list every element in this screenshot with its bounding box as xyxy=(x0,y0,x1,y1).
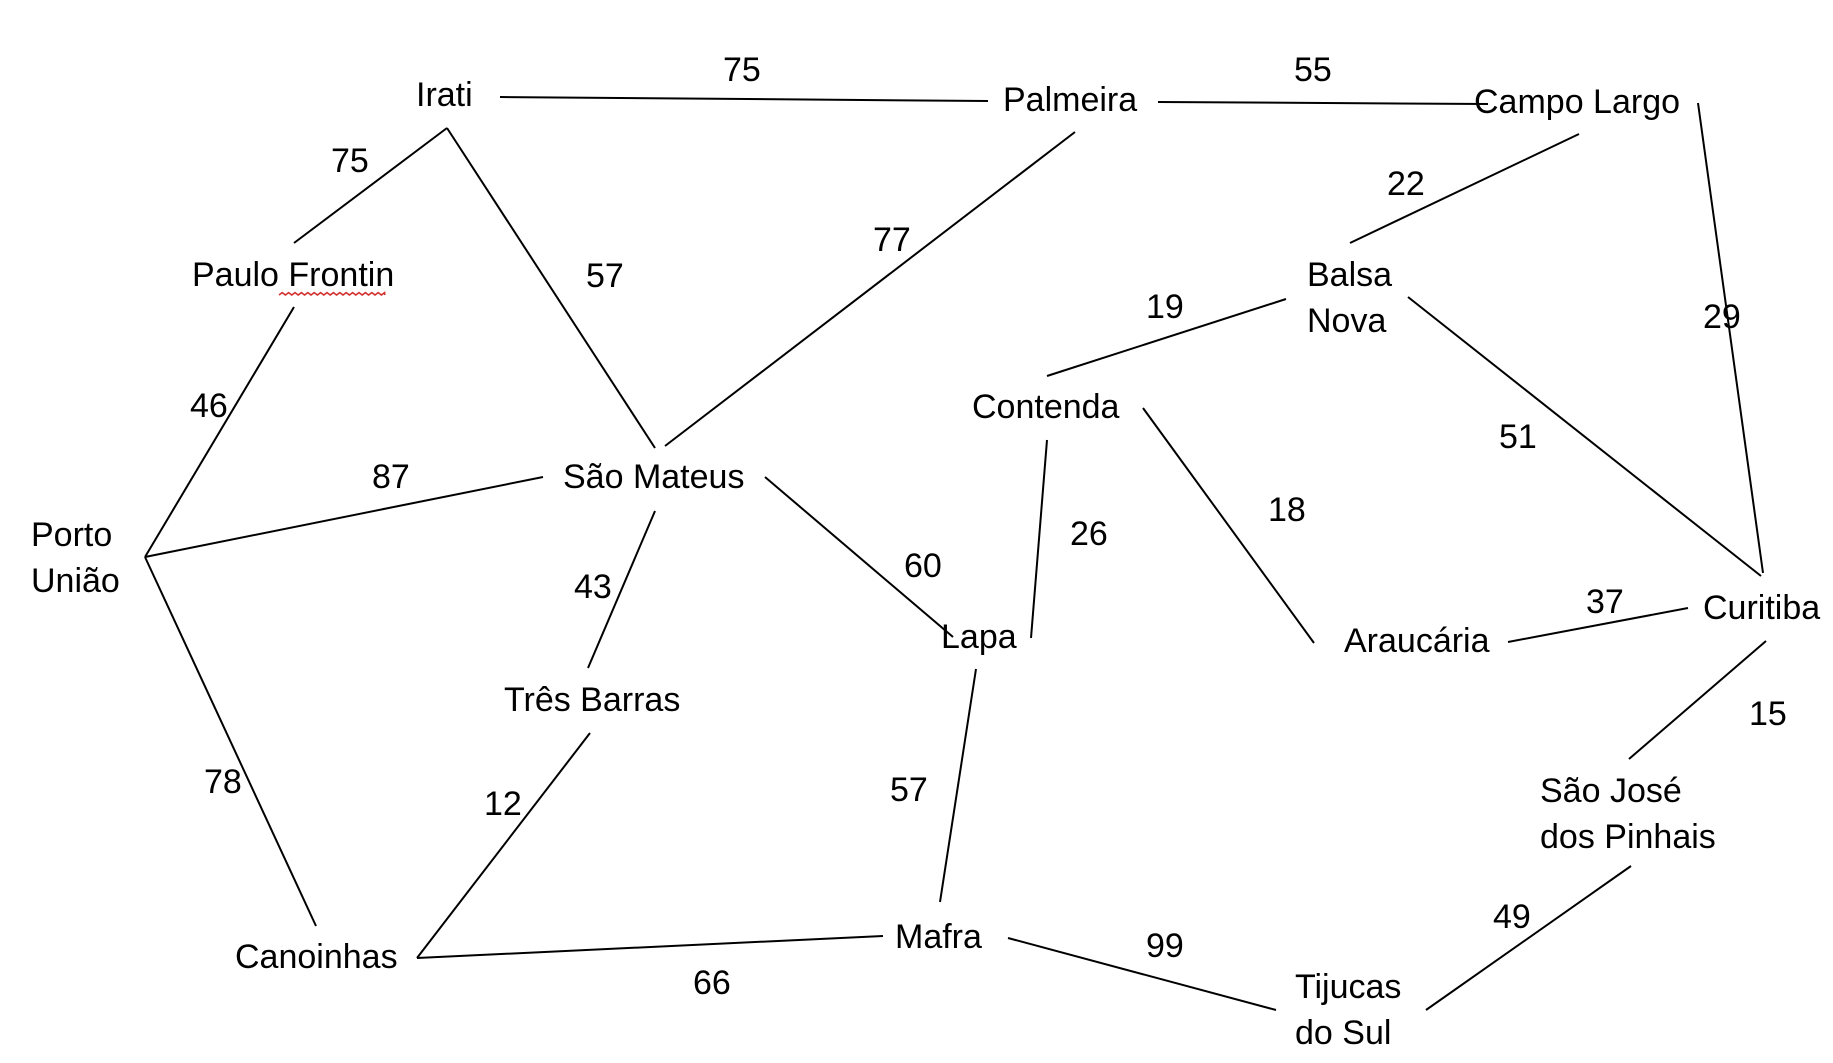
edge-balsa-nova-contenda xyxy=(1046,298,1287,377)
node-tijucas-do-sul-line-2: do Sul xyxy=(1295,1014,1391,1052)
edge-lapa-mafra xyxy=(939,668,977,903)
edges-layer xyxy=(144,96,1767,1011)
node-curitiba-line-1: Curitiba xyxy=(1703,589,1820,627)
edge-curitiba-sao-jose xyxy=(1628,640,1767,760)
node-araucaria: Araucária xyxy=(1344,622,1490,660)
edge-weight-paulo-frontin-porto-uniao: 46 xyxy=(190,387,228,425)
edge-weight-campo-largo-balsa-nova: 22 xyxy=(1387,165,1425,203)
edge-weight-campo-largo-curitiba: 29 xyxy=(1703,298,1741,336)
edge-weight-irati-palmeira: 75 xyxy=(723,51,761,89)
edge-campo-largo-curitiba xyxy=(1697,102,1764,574)
edge-weight-irati-paulo-frontin: 75 xyxy=(331,142,369,180)
node-sao-mateus: São Mateus xyxy=(563,458,744,496)
edge-weight-sao-mateus-tres-barras: 43 xyxy=(574,568,612,606)
node-sao-jose-dos-pinhais-line-2: dos Pinhais xyxy=(1540,818,1716,856)
node-irati: Irati xyxy=(416,76,473,114)
edge-tres-barras-canoinhas xyxy=(416,732,591,959)
edge-palmeira-campo-largo xyxy=(1157,101,1489,105)
edge-weight-balsa-nova-contenda: 19 xyxy=(1146,288,1184,326)
node-paulo-frontin-line-1: Paulo Frontin xyxy=(192,256,394,294)
node-campo-largo-line-1: Campo Largo xyxy=(1474,83,1680,121)
node-sao-mateus-line-1: São Mateus xyxy=(563,458,744,496)
node-lapa: Lapa xyxy=(941,618,1017,656)
node-sao-jose-dos-pinhais: São José dos Pinhais xyxy=(1540,772,1716,856)
node-campo-largo: Campo Largo xyxy=(1474,83,1680,121)
edge-weight-balsa-nova-curitiba: 51 xyxy=(1499,418,1537,456)
node-tijucas-do-sul: Tijucas do Sul xyxy=(1295,968,1401,1052)
edge-paulo-frontin-porto-uniao xyxy=(144,306,295,558)
edge-weight-lapa-mafra: 57 xyxy=(890,771,928,809)
node-canoinhas: Canoinhas xyxy=(235,938,398,976)
node-irati-line-1: Irati xyxy=(416,76,473,114)
edge-contenda-araucaria xyxy=(1142,407,1315,644)
node-lapa-line-1: Lapa xyxy=(941,618,1017,656)
edge-irati-paulo-frontin xyxy=(293,127,448,244)
edge-palmeira-sao-mateus xyxy=(664,131,1076,447)
node-palmeira: Palmeira xyxy=(1003,81,1137,119)
edge-sao-mateus-lapa xyxy=(764,476,954,638)
edge-weight-tres-barras-canoinhas: 12 xyxy=(484,785,522,823)
edge-weight-contenda-lapa: 26 xyxy=(1070,515,1108,553)
edge-campo-largo-balsa-nova xyxy=(1349,133,1580,244)
edge-weight-araucaria-curitiba: 37 xyxy=(1586,583,1624,621)
edge-irati-palmeira xyxy=(499,96,989,102)
edge-contenda-lapa xyxy=(1030,439,1048,639)
edge-mafra-tijucas xyxy=(1007,937,1277,1011)
edge-araucaria-curitiba xyxy=(1507,607,1689,643)
node-mafra-line-1: Mafra xyxy=(895,918,982,956)
edge-porto-uniao-sao-mateus xyxy=(144,476,544,558)
node-tijucas-do-sul-line-1: Tijucas xyxy=(1295,968,1401,1006)
node-contenda: Contenda xyxy=(972,388,1120,426)
node-porto-uniao-line-2: União xyxy=(31,562,120,600)
node-canoinhas-line-1: Canoinhas xyxy=(235,938,398,976)
node-palmeira-line-1: Palmeira xyxy=(1003,81,1137,119)
node-porto-uniao: Porto União xyxy=(31,516,120,600)
edge-weight-mafra-tijucas: 99 xyxy=(1146,927,1184,965)
edge-weight-sao-mateus-lapa: 60 xyxy=(904,547,942,585)
edge-canoinhas-mafra xyxy=(416,935,884,959)
spellcheck-underline xyxy=(278,291,386,296)
node-araucaria-line-1: Araucária xyxy=(1344,622,1490,660)
node-tres-barras: Três Barras xyxy=(504,681,680,719)
labels-layer: 75 55 75 57 77 22 29 19 51 46 87 26 18 60 43 37 15 78 12 57… xyxy=(31,51,1820,1052)
edge-sao-jose-tijucas xyxy=(1425,865,1632,1011)
node-mafra: Mafra xyxy=(895,918,982,956)
node-tres-barras-line-1: Três Barras xyxy=(504,681,680,719)
node-curitiba: Curitiba xyxy=(1703,589,1820,627)
edge-balsa-nova-curitiba xyxy=(1407,296,1762,577)
edge-weight-porto-uniao-canoinhas: 78 xyxy=(204,763,242,801)
edge-weight-porto-uniao-sao-mateus: 87 xyxy=(372,458,410,496)
edge-sao-mateus-tres-barras xyxy=(587,510,656,669)
edge-porto-uniao-canoinhas xyxy=(144,556,317,927)
node-paulo-frontin: Paulo Frontin xyxy=(192,256,394,294)
node-balsa-nova-line-1: Balsa xyxy=(1307,256,1392,294)
edge-weight-contenda-araucaria: 18 xyxy=(1268,491,1306,529)
edge-weight-canoinhas-mafra: 66 xyxy=(693,964,731,1002)
node-balsa-nova-line-2: Nova xyxy=(1307,302,1386,340)
edge-weight-irati-sao-mateus: 57 xyxy=(586,257,624,295)
edge-weight-curitiba-sao-jose: 15 xyxy=(1749,695,1787,733)
edge-irati-sao-mateus xyxy=(446,127,656,449)
edge-weight-palmeira-sao-mateus: 77 xyxy=(873,221,911,259)
edge-weight-palmeira-campo-largo: 55 xyxy=(1294,51,1332,89)
node-contenda-line-1: Contenda xyxy=(972,388,1120,426)
node-porto-uniao-line-1: Porto xyxy=(31,516,112,554)
node-sao-jose-dos-pinhais-line-1: São José xyxy=(1540,772,1682,810)
edge-weight-sao-jose-tijucas: 49 xyxy=(1493,898,1531,936)
node-balsa-nova: Balsa Nova xyxy=(1307,256,1392,340)
